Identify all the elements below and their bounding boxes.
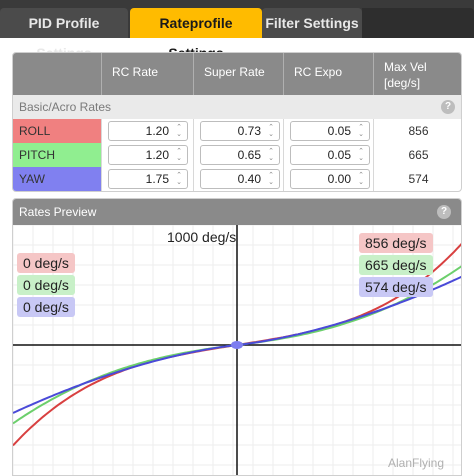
pitch-current-label: 0 deg/s xyxy=(17,275,75,295)
stick-position-marker xyxy=(231,341,243,349)
rates-graph-svg xyxy=(13,224,461,475)
section-basic-acro-rates: Basic/Acro Rates ? xyxy=(13,95,461,119)
row-label-pitch: PITCH xyxy=(13,143,101,167)
spinner-icon[interactable]: ⌃ ⌄ xyxy=(268,148,274,162)
rate-row-yaw: YAW 1.75 ⌃ ⌄ 0.40 ⌃ ⌄ 0.00 ⌃ ⌄ 574 xyxy=(13,167,461,191)
header-super-rate: Super Rate xyxy=(193,53,283,95)
tab-filter-settings[interactable]: Filter Settings xyxy=(262,8,362,38)
header-max-vel-line2: [deg/s] xyxy=(384,76,421,90)
tab-bar: PID Profile Settings Rateprofile Setting… xyxy=(0,0,474,61)
section-label: Basic/Acro Rates xyxy=(19,100,112,114)
pitch-max-vel: 665 xyxy=(373,143,461,167)
rates-preview-panel: Rates Preview ? 1000 deg/s 0 deg/s 0 deg… xyxy=(12,198,462,476)
rates-graph: 1000 deg/s 0 deg/s 0 deg/s 0 deg/s 856 d… xyxy=(13,224,461,475)
yaw-super-rate-input[interactable]: 0.40 ⌃ ⌄ xyxy=(200,169,280,189)
pitch-rc-rate-input[interactable]: 1.20 ⌃ ⌄ xyxy=(108,145,188,165)
pitch-max-label: 665 deg/s xyxy=(359,255,433,275)
header-max-vel: Max Vel [deg/s] xyxy=(373,53,461,95)
yaw-current-label: 0 deg/s xyxy=(17,297,75,317)
rate-row-pitch: PITCH 1.20 ⌃ ⌄ 0.65 ⌃ ⌄ 0.05 ⌃ ⌄ 665 xyxy=(13,143,461,167)
spinner-icon[interactable]: ⌃ ⌄ xyxy=(358,172,364,186)
header-rc-rate: RC Rate xyxy=(101,53,193,95)
roll-max-vel: 856 xyxy=(373,119,461,143)
watermark: AlanFlying xyxy=(388,456,445,470)
pitch-rc-expo-input[interactable]: 0.05 ⌃ ⌄ xyxy=(290,145,370,165)
rates-preview-header: Rates Preview ? xyxy=(13,199,461,225)
spinner-icon[interactable]: ⌃ ⌄ xyxy=(176,148,182,162)
yaw-rc-expo-input[interactable]: 0.00 ⌃ ⌄ xyxy=(290,169,370,189)
roll-rc-expo-input[interactable]: 0.05 ⌃ ⌄ xyxy=(290,121,370,141)
roll-super-rate-input[interactable]: 0.73 ⌃ ⌄ xyxy=(200,121,280,141)
row-label-roll: ROLL xyxy=(13,119,101,143)
roll-max-label: 856 deg/s xyxy=(359,233,433,253)
rate-row-roll: ROLL 1.20 ⌃ ⌄ 0.73 ⌃ ⌄ 0.05 ⌃ ⌄ 856 xyxy=(13,119,461,143)
tab-pid-profile-settings[interactable]: PID Profile Settings xyxy=(0,8,128,61)
yaw-max-label: 574 deg/s xyxy=(359,277,433,297)
rates-preview-title: Rates Preview xyxy=(19,205,97,219)
yaw-rc-rate-input[interactable]: 1.75 ⌃ ⌄ xyxy=(108,169,188,189)
spinner-icon[interactable]: ⌃ ⌄ xyxy=(176,124,182,138)
axis-max-label: 1000 deg/s xyxy=(167,229,237,245)
row-label-yaw: YAW xyxy=(13,167,101,191)
help-icon[interactable]: ? xyxy=(437,205,451,219)
header-rc-expo: RC Expo xyxy=(283,53,373,95)
header-max-vel-line1: Max Vel xyxy=(384,60,427,74)
spinner-icon[interactable]: ⌃ ⌄ xyxy=(358,148,364,162)
roll-current-label: 0 deg/s xyxy=(17,253,75,273)
yaw-max-vel: 574 xyxy=(373,167,461,191)
tab-bar-filler xyxy=(362,8,474,38)
help-icon[interactable]: ? xyxy=(441,100,455,114)
rates-table-header: RC Rate Super Rate RC Expo Max Vel [deg/… xyxy=(13,53,461,95)
rates-table: RC Rate Super Rate RC Expo Max Vel [deg/… xyxy=(12,52,462,192)
header-blank xyxy=(13,53,101,95)
roll-rc-rate-input[interactable]: 1.20 ⌃ ⌄ xyxy=(108,121,188,141)
spinner-icon[interactable]: ⌃ ⌄ xyxy=(358,124,364,138)
tab-rateprofile-settings[interactable]: Rateprofile Settings xyxy=(130,8,262,61)
pitch-super-rate-input[interactable]: 0.65 ⌃ ⌄ xyxy=(200,145,280,165)
spinner-icon[interactable]: ⌃ ⌄ xyxy=(268,172,274,186)
spinner-icon[interactable]: ⌃ ⌄ xyxy=(176,172,182,186)
spinner-icon[interactable]: ⌃ ⌄ xyxy=(268,124,274,138)
